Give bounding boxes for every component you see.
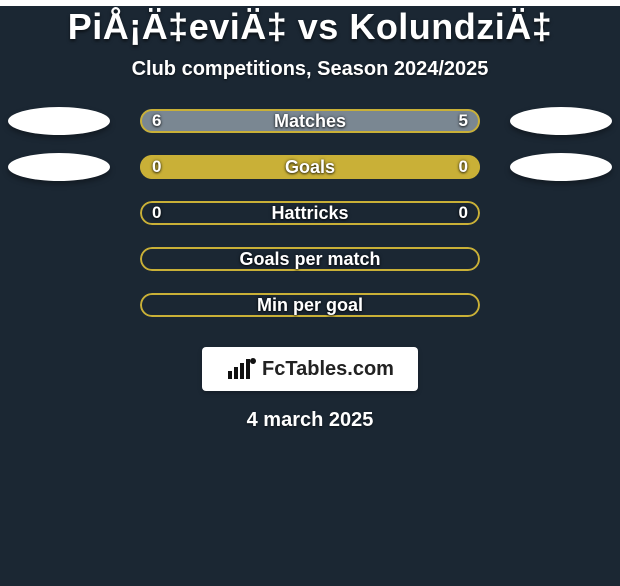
stat-bar-right-fill (327, 109, 480, 133)
stat-bar (140, 201, 480, 225)
stat-bar (140, 109, 480, 133)
stat-row: Min per goal (0, 293, 620, 339)
stat-value-right: 0 (459, 155, 468, 179)
comparison-card: PiÅ¡Ä‡eviÄ‡ vs KolundziÄ‡ Club competiti… (0, 6, 620, 432)
stat-bar (140, 293, 480, 317)
stat-value-left: 6 (152, 109, 161, 133)
stat-bar-right-fill (310, 201, 480, 225)
stat-row: Matches65 (0, 109, 620, 155)
page-title: PiÅ¡Ä‡eviÄ‡ vs KolundziÄ‡ (0, 6, 620, 48)
player-badge-right (510, 153, 612, 181)
player-badge-left (8, 153, 110, 181)
player-badge-right (510, 107, 612, 135)
page-subtitle: Club competitions, Season 2024/2025 (0, 58, 620, 81)
stat-value-left: 0 (152, 155, 161, 179)
stat-value-left: 0 (152, 201, 161, 225)
brand-bars-icon (226, 356, 258, 382)
stat-bar (140, 247, 480, 271)
stat-row: Goals00 (0, 155, 620, 201)
stat-bar-right-fill (310, 155, 480, 179)
stat-row: Hattricks00 (0, 201, 620, 247)
date-label: 4 march 2025 (0, 409, 620, 432)
stat-bar-left-fill (140, 201, 310, 225)
stat-bar (140, 155, 480, 179)
stat-bar-left-fill (140, 155, 310, 179)
brand-label: FcTables.com (262, 358, 394, 381)
player-badge-left (8, 107, 110, 135)
stat-value-right: 5 (459, 109, 468, 133)
stats-container: Matches65Goals00Hattricks00Goals per mat… (0, 109, 620, 339)
stat-bar-border (140, 247, 480, 271)
brand-badge: FcTables.com (202, 347, 418, 391)
stat-value-right: 0 (459, 201, 468, 225)
stat-bar-left-fill (140, 109, 327, 133)
stat-bar-border (140, 293, 480, 317)
stat-row: Goals per match (0, 247, 620, 293)
